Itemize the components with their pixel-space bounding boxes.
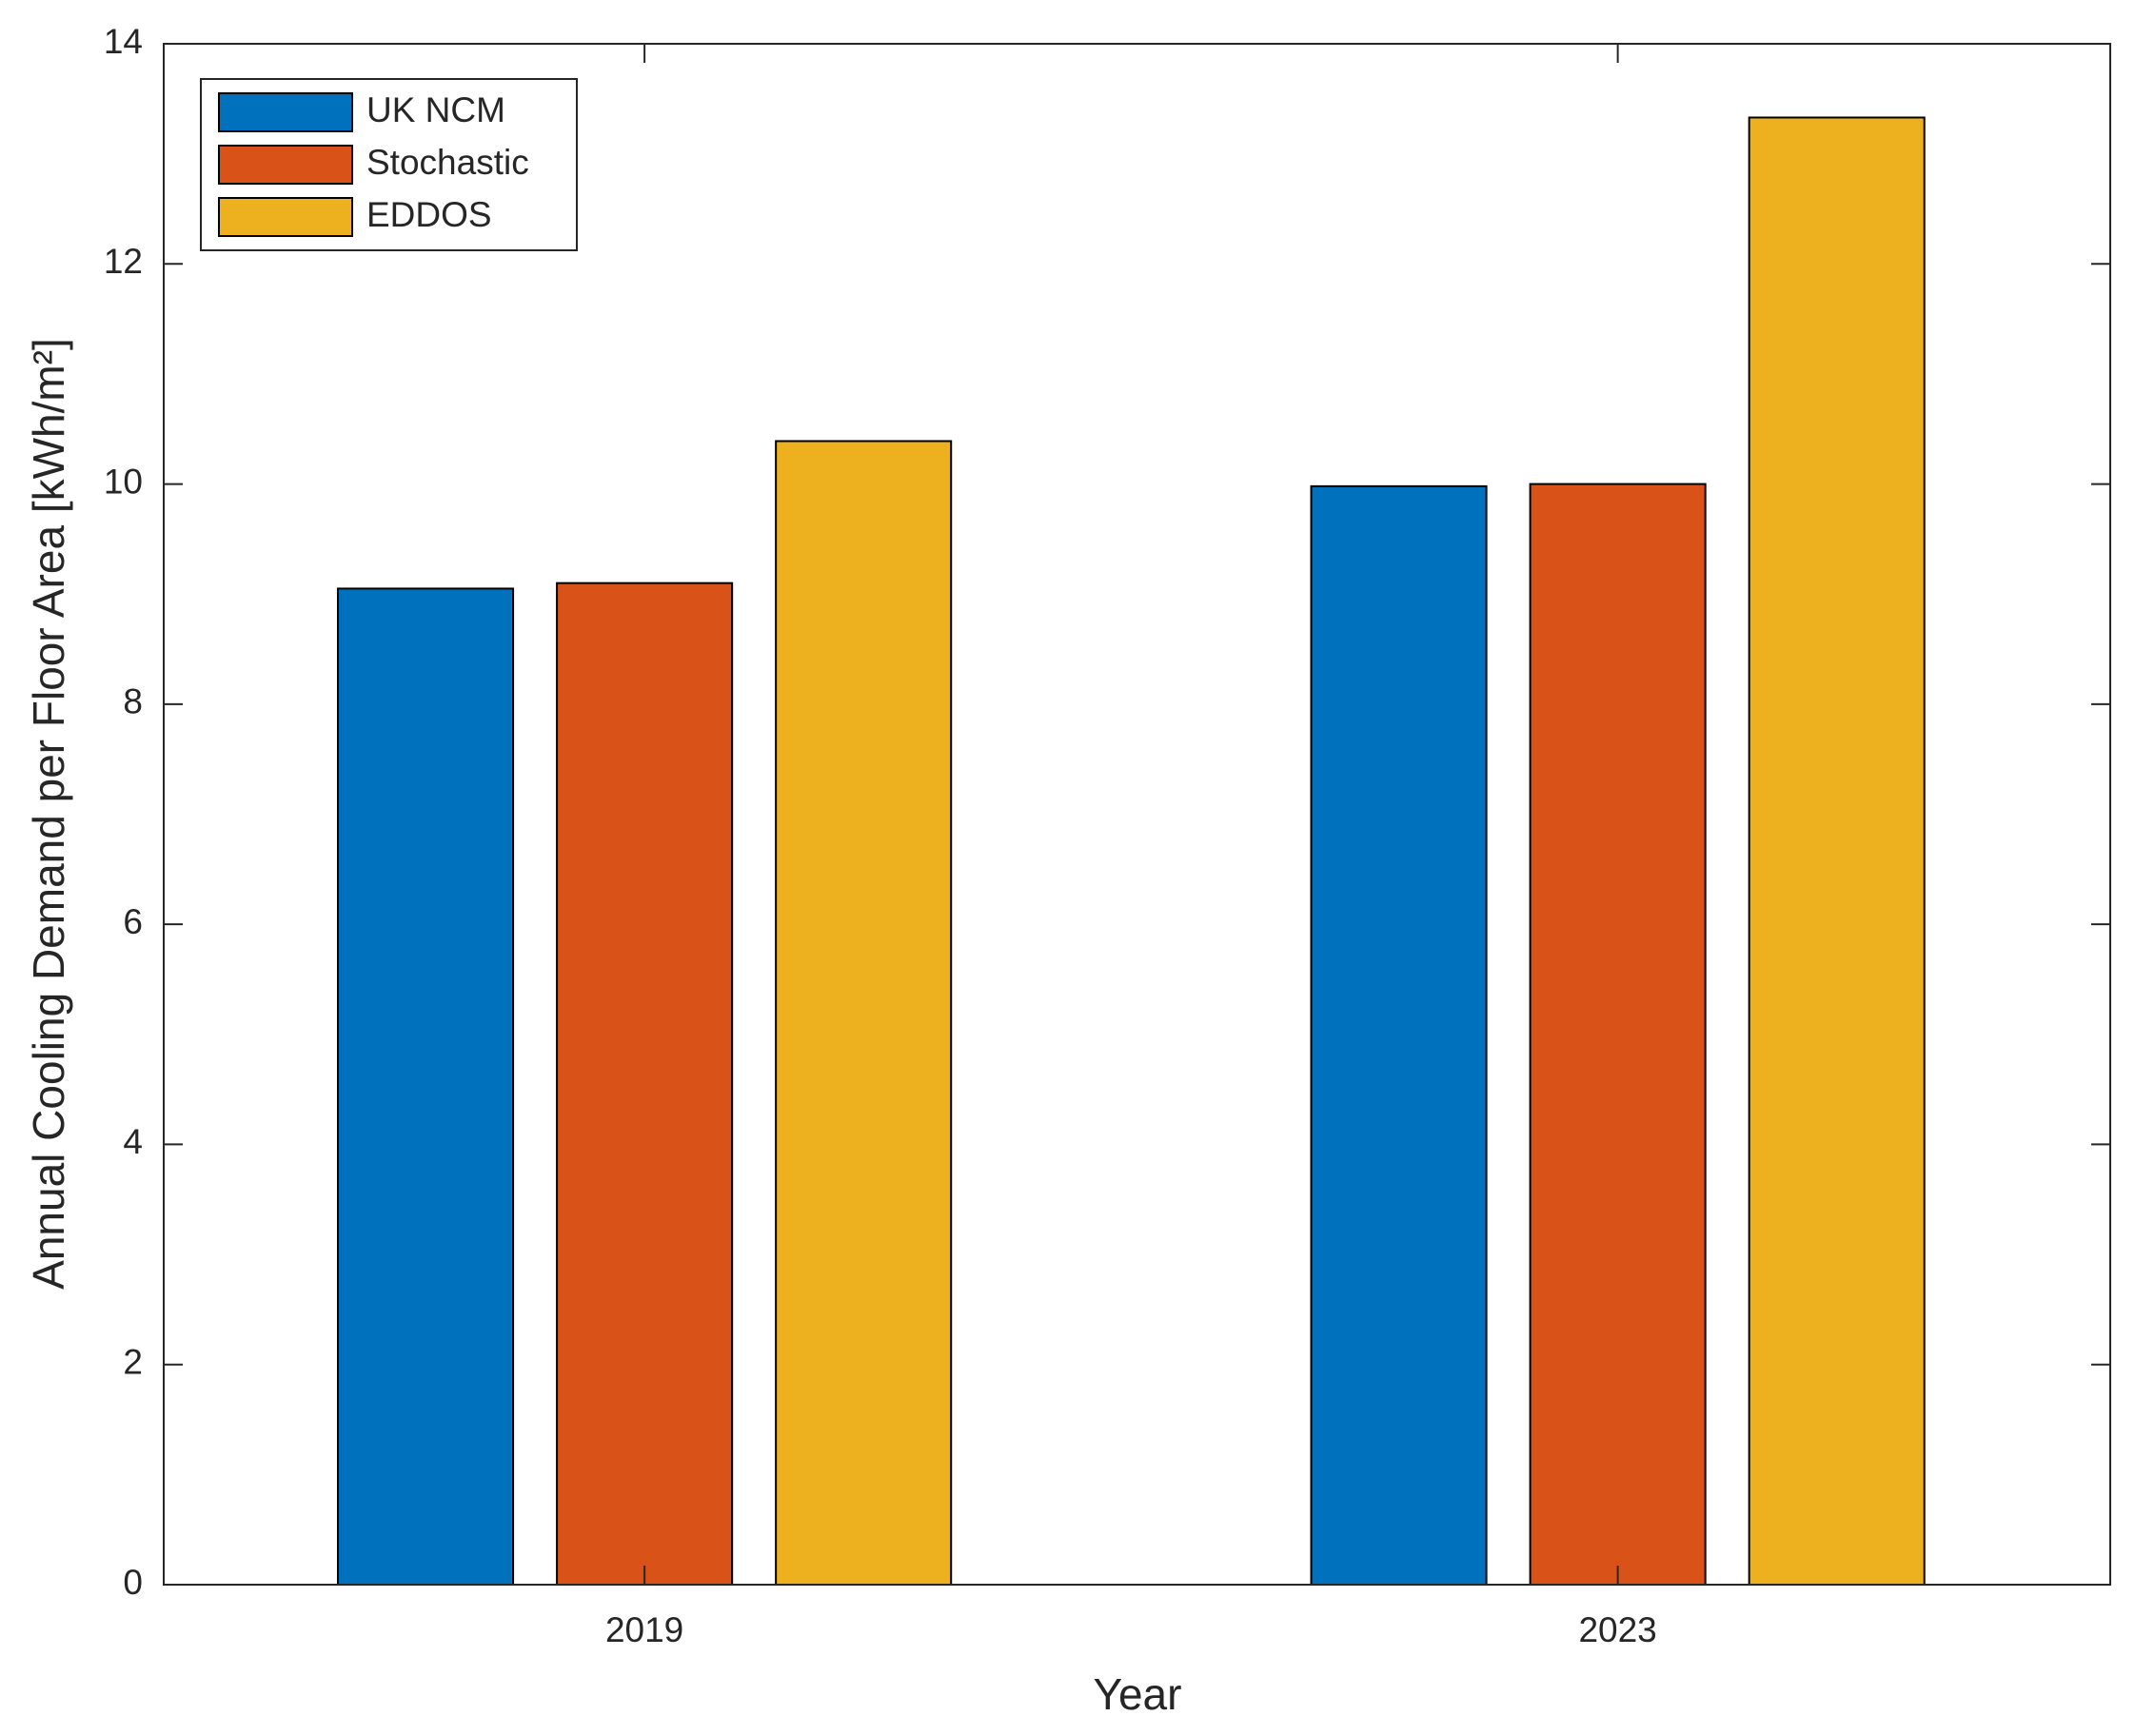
- y-tick-label: 12: [104, 242, 143, 281]
- y-tick-label: 8: [123, 682, 143, 721]
- bar: [1748, 116, 1926, 1586]
- y-tick-label: 10: [104, 462, 143, 501]
- y-tick-label: 4: [123, 1122, 143, 1161]
- x-tick-label: 2023: [1578, 1610, 1656, 1649]
- y-tick-label: 0: [123, 1563, 143, 1602]
- bar: [1310, 484, 1488, 1586]
- bar: [556, 582, 734, 1586]
- bar: [337, 587, 515, 1586]
- x-axis-label: Year: [1094, 1669, 1182, 1719]
- y-tick-label: 6: [123, 902, 143, 941]
- bar: [1529, 483, 1707, 1587]
- legend-swatch: [218, 145, 353, 185]
- legend-swatch: [218, 197, 353, 237]
- legend-label: UK NCM: [366, 90, 505, 129]
- y-tick-label: 14: [104, 22, 143, 61]
- plot-frame: [163, 43, 2111, 1586]
- legend-label: EDDOS: [366, 195, 492, 234]
- x-tick-label: 2019: [605, 1610, 683, 1649]
- y-axis-label: Annual Cooling Demand per Floor Area [kW…: [24, 338, 73, 1290]
- y-tick-label: 2: [123, 1342, 143, 1381]
- legend-swatch: [218, 92, 353, 132]
- legend-label: Stochastic: [366, 143, 529, 182]
- bar: [775, 440, 953, 1586]
